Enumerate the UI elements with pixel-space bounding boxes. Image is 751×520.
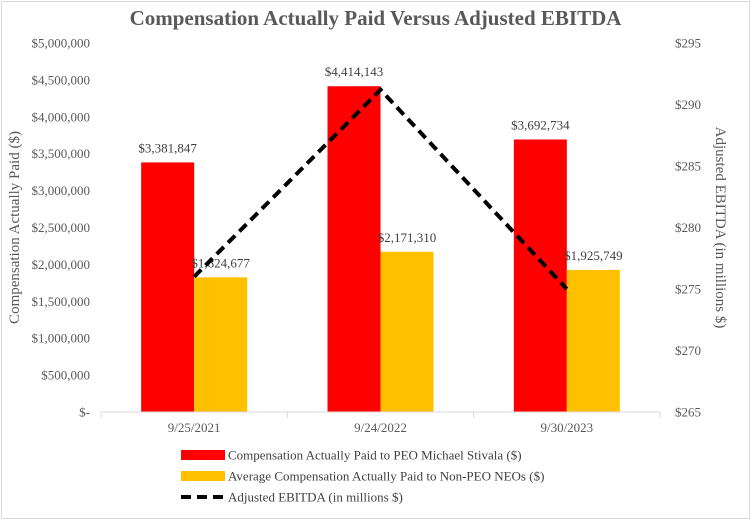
legend-peo-label: Compensation Actually Paid to PEO Michae… — [228, 448, 522, 463]
peo-bar — [513, 139, 567, 412]
legend-neo-label: Average Compensation Actually Paid to No… — [228, 469, 544, 484]
peo-bar-label: $3,381,847 — [138, 140, 197, 155]
neo-bar-label: $1,824,677 — [191, 255, 250, 270]
chart-title: Compensation Actually Paid Versus Adjust… — [129, 6, 622, 30]
y2-tick-label: $290 — [675, 97, 701, 112]
peo-bar-label: $4,414,143 — [325, 64, 384, 79]
y-tick-label: $- — [79, 405, 90, 420]
y-tick-label: $5,000,000 — [32, 36, 91, 51]
y-tick-label: $500,000 — [41, 368, 90, 383]
y2-tick-label: $270 — [675, 343, 701, 358]
y2-tick-label: $285 — [675, 159, 701, 174]
y-tick-label: $4,000,000 — [32, 109, 91, 124]
y-axis-title: Compensation Actually Paid ($) — [7, 131, 23, 324]
neo-bar-label: $2,171,310 — [378, 230, 437, 245]
neo-bar — [194, 277, 248, 412]
y-tick-label: $1,500,000 — [32, 294, 91, 309]
neo-bar-label: $1,925,749 — [564, 248, 623, 263]
peo-bar — [141, 162, 195, 412]
y2-tick-label: $275 — [675, 282, 701, 297]
legend-peo-swatch — [181, 450, 225, 460]
y-tick-label: $3,500,000 — [32, 146, 91, 161]
y-tick-label: $4,500,000 — [32, 72, 91, 87]
x-tick-label: 9/24/2022 — [354, 420, 407, 435]
peo-bar — [327, 86, 381, 413]
x-tick-label: 9/30/2023 — [540, 420, 593, 435]
y-tick-label: $3,000,000 — [32, 183, 91, 198]
legend-ebitda-label: Adjusted EBITDA (in millions $) — [228, 490, 403, 505]
neo-bar — [566, 269, 620, 412]
ebitda-line — [192, 86, 569, 291]
y2-tick-label: $280 — [675, 220, 701, 235]
neo-bar — [380, 251, 434, 412]
legend-neo-swatch — [181, 471, 225, 481]
y2-tick-label: $295 — [675, 36, 701, 51]
y2-axis-title: Adjusted EBITDA (in millions $) — [712, 127, 728, 329]
y2-tick-label: $265 — [675, 405, 701, 420]
y-tick-label: $2,500,000 — [32, 220, 91, 235]
x-tick-label: 9/25/2021 — [168, 420, 221, 435]
y-tick-label: $1,000,000 — [32, 331, 91, 346]
y-tick-label: $2,000,000 — [32, 257, 91, 272]
peo-bar-label: $3,692,734 — [511, 117, 570, 132]
